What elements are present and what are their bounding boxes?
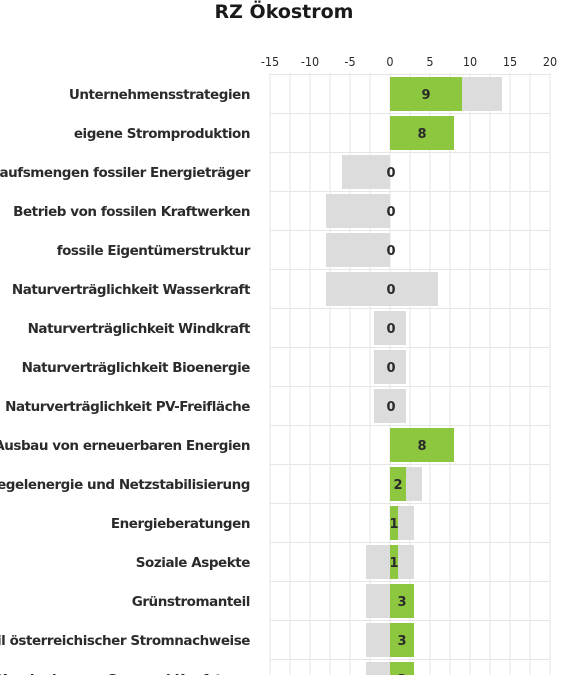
range-bar [326,272,438,306]
value-label: 0 [386,283,395,298]
category-label: Kundeninnen-, Gas- und Kaufstrom [0,672,250,675]
score-bar [390,623,414,657]
x-tick-label: 10 [463,54,477,69]
score-bars [390,77,462,675]
range-bar [342,155,390,189]
value-label: 1 [389,556,398,571]
x-tick-label: -10 [301,54,319,69]
category-label: eigene Stromproduktion [74,126,250,142]
value-label: 0 [386,322,395,337]
value-label: 0 [386,244,395,259]
category-label: Grünstromanteil [132,594,250,610]
value-label: 2 [393,478,402,493]
value-label: 3 [397,595,406,610]
category-label: Naturverträglichkeit Bioenergie [22,360,251,376]
category-label: Betrieb von fossilen Kraftwerken [13,204,250,220]
range-bar [374,389,406,423]
x-tick-label: 0 [386,54,393,69]
category-label: Naturverträglichkeit Wasserkraft [12,282,251,298]
x-tick-label: -15 [261,54,279,69]
range-bar [374,311,406,345]
value-label: 0 [386,205,395,220]
chart-title: RZ Ökostrom [215,0,354,23]
range-bar [326,194,390,228]
score-bar [390,77,462,111]
category-label: Soziale Aspekte [136,555,251,571]
category-label: Naturverträglichkeit PV-Freifläche [5,399,250,415]
value-label: 0 [386,400,395,415]
x-tick-label: 20 [543,54,557,69]
score-bar [390,116,454,150]
category-label: Unternehmensstrategien [69,87,250,103]
x-axis-ticks: -15 -10 -5 0 5 10 15 20 [261,54,557,69]
category-label: fossile Eigentümerstruktur [57,243,251,259]
category-label: Ausbau von erneuerbaren Energien [0,438,250,454]
score-bar [390,506,398,540]
value-label: 8 [417,439,426,454]
category-label: Regelenergie und Netzstabilisierung [0,477,250,493]
score-bar [390,662,414,675]
score-bar [390,428,454,462]
category-label: Verkaufsmengen fossiler Energieträger [0,165,251,181]
value-label: 0 [386,166,395,181]
value-label: 9 [421,88,430,103]
value-label: 8 [417,127,426,142]
value-label: 1 [389,517,398,532]
x-tick-label: 5 [426,54,433,69]
category-label: Naturverträglichkeit Windkraft [28,321,251,337]
value-labels: 9 8 0 0 0 0 0 0 0 8 2 1 1 3 3 3 [386,88,430,675]
category-label: Energieberatungen [111,516,250,532]
range-bar [326,233,390,267]
x-tick-label: -5 [344,54,355,69]
category-label: Anteil österreichischer Stromnachweise [0,633,250,649]
score-bar [390,584,414,618]
category-labels: Unternehmensstrategien eigene Stromproduk… [0,87,251,675]
value-label: 3 [397,673,406,675]
value-label: 3 [397,634,406,649]
value-label: 0 [386,361,395,376]
score-bar [390,467,406,501]
range-bar [374,350,406,384]
score-bar [390,545,398,579]
x-tick-label: 15 [503,54,517,69]
